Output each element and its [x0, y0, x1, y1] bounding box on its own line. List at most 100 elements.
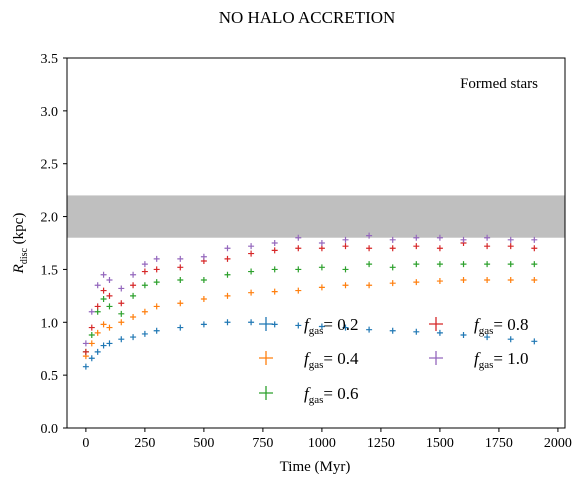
data-point [342, 243, 349, 250]
data-point [177, 264, 184, 271]
y-tick-label: 1.0 [41, 316, 59, 331]
y-tick-label: 2.0 [41, 211, 59, 226]
chart-title: NO HALO ACCRETION [219, 8, 396, 27]
y-axis-label-sub: disc [19, 248, 30, 265]
y-axis-label-unit: (kpc) [11, 213, 27, 245]
data-point [484, 243, 491, 250]
data-point [82, 363, 89, 370]
data-point [507, 243, 514, 250]
data-point [224, 292, 231, 299]
data-point [100, 342, 107, 349]
data-point [100, 287, 107, 294]
data-point [389, 236, 396, 243]
data-point [106, 277, 113, 283]
data-point [366, 232, 373, 239]
data-point [366, 326, 373, 333]
data-point [248, 319, 255, 326]
data-point [94, 348, 101, 355]
data-point [118, 285, 125, 292]
data-point [94, 329, 101, 336]
shaded-band [67, 195, 565, 238]
data-point [318, 264, 325, 271]
data-point [531, 245, 538, 252]
data-point [88, 324, 95, 331]
legend-label: fgas= 0.8 [474, 315, 529, 337]
data-point [141, 282, 148, 289]
data-point [100, 296, 107, 303]
data-point [531, 236, 538, 243]
data-point [389, 264, 396, 271]
legend-marker [259, 386, 273, 400]
x-tick-label: 1250 [367, 436, 395, 451]
data-point [106, 324, 113, 331]
data-point [118, 300, 125, 307]
data-point [177, 255, 184, 262]
x-tick-label: 2000 [544, 436, 572, 451]
data-point [271, 240, 278, 246]
data-point [436, 278, 443, 285]
data-point [484, 334, 491, 341]
data-point [88, 340, 95, 347]
data-point [295, 287, 302, 294]
data-point [318, 245, 325, 252]
data-point [413, 234, 420, 241]
y-tick-label: 3.5 [41, 52, 59, 67]
legend: fgas= 0.2 fgas= 0.4 fgas= 0.6 fgas= 0.8 fgas… [259, 315, 529, 406]
data-point [94, 282, 101, 289]
data-point [295, 245, 302, 252]
data-point [460, 277, 467, 283]
data-point [130, 292, 137, 299]
legend-marker [429, 317, 443, 331]
data-point [82, 340, 89, 347]
data-point [295, 322, 302, 329]
x-tick-label: 500 [193, 436, 214, 451]
data-point [389, 280, 396, 287]
data-point [153, 327, 160, 334]
data-point [200, 277, 207, 283]
data-point [248, 250, 255, 257]
data-point [366, 245, 373, 252]
data-point [318, 323, 325, 330]
data-point [130, 271, 137, 278]
legend-label: fgas= 0.6 [304, 384, 359, 406]
data-point [389, 245, 396, 252]
data-point [318, 284, 325, 291]
data-point [318, 240, 325, 246]
data-point [130, 334, 137, 341]
data-point [342, 282, 349, 289]
data-point [118, 319, 125, 326]
data-point [342, 236, 349, 243]
data-point [531, 277, 538, 283]
data-point [484, 277, 491, 283]
series-4 [82, 240, 538, 355]
data-point [88, 331, 95, 338]
data-point [177, 324, 184, 331]
data-point [389, 327, 396, 334]
data-point [177, 277, 184, 283]
data-point [224, 255, 231, 262]
data-point [106, 292, 113, 299]
data-point [88, 308, 95, 315]
data-point [413, 279, 420, 286]
data-point [248, 268, 255, 275]
data-point [484, 234, 491, 241]
data-point [484, 261, 491, 268]
data-point [507, 336, 514, 343]
y-tick-label: 3.0 [41, 105, 59, 120]
data-point [413, 243, 420, 250]
legend-marker [259, 351, 273, 365]
data-point [295, 234, 302, 241]
y-tick-label: 2.5 [41, 158, 59, 173]
series-3 [82, 261, 538, 355]
data-point [118, 336, 125, 343]
series-2 [82, 277, 538, 360]
data-point [118, 310, 125, 317]
data-point [100, 321, 107, 328]
x-tick-label: 250 [134, 436, 155, 451]
data-point [342, 266, 349, 273]
data-point [141, 330, 148, 337]
data-point [436, 234, 443, 241]
data-point [200, 253, 207, 260]
data-point [141, 268, 148, 275]
data-point [106, 340, 113, 347]
